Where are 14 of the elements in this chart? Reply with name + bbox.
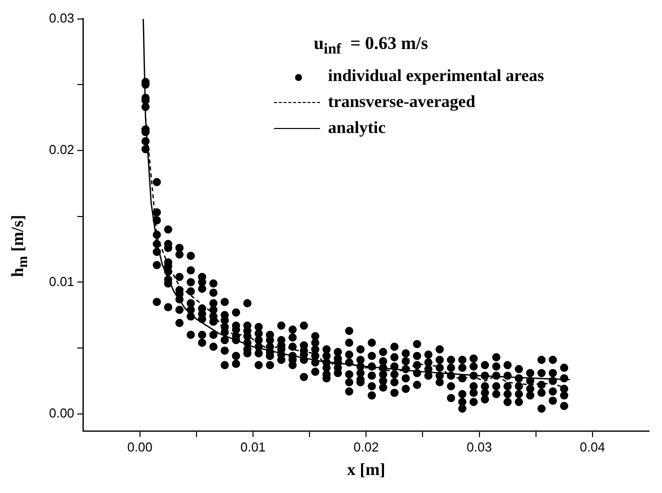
x-tick-label: 0.04: [580, 439, 606, 454]
y-tick-label: 0.00: [48, 405, 74, 420]
legend-label: transverse-averaged: [327, 90, 476, 113]
x-tick-label: 0.02: [353, 439, 379, 454]
x-axis-title: x [m]: [347, 460, 386, 480]
legend-label: analytic: [327, 116, 387, 139]
legend-title: u$_{inf}$ = 0.63 m/s: [312, 32, 430, 60]
y-tick-label: 0.01: [48, 274, 74, 289]
x-tick-label: 0.00: [127, 439, 153, 454]
x-tick-label: 0.03: [466, 439, 492, 454]
y-tick-label: 0.02: [48, 142, 74, 158]
legend-label: individual experimental areas: [327, 64, 544, 87]
x-tick-label: 0.01: [240, 439, 266, 454]
y-tick-label: 0.03: [48, 10, 74, 26]
